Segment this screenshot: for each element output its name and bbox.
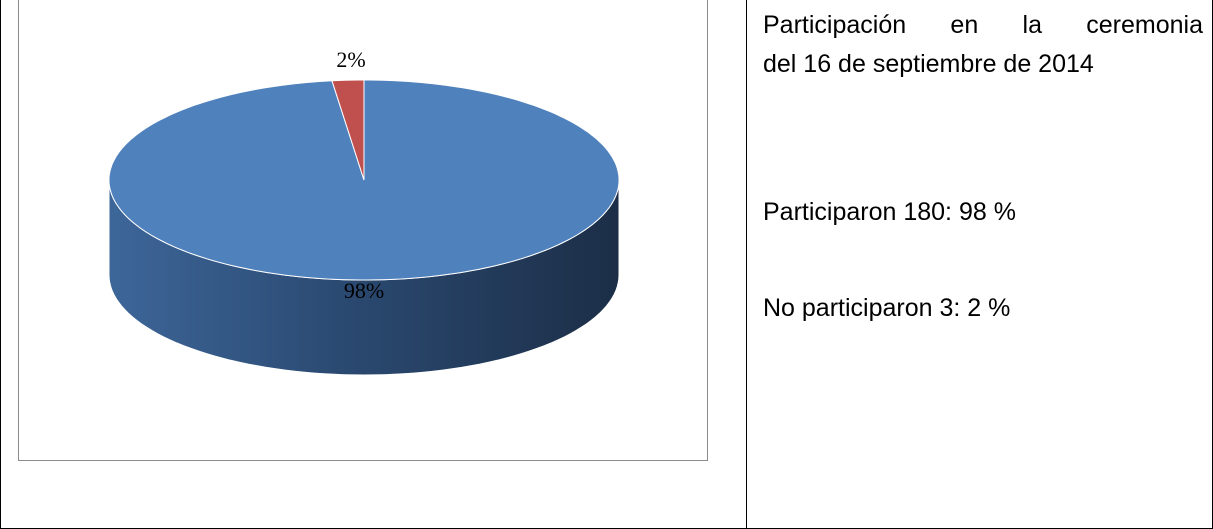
table-left-border xyxy=(0,0,1,529)
title-word: ceremonia xyxy=(1086,11,1203,39)
title-word: la xyxy=(1022,11,1042,39)
panel-title: Participación en la ceremonia del 16 de … xyxy=(763,6,1203,84)
stat-participated: Participaron 180: 98 % xyxy=(763,198,1016,226)
stat-not-participated: No participaron 3: 2 % xyxy=(763,294,1011,322)
title-word: en xyxy=(950,11,979,39)
panel-title-line-2: del 16 de septiembre de 2014 xyxy=(763,50,1094,78)
slice-label-98: 98% xyxy=(344,278,384,303)
pie-slice-2 xyxy=(331,79,365,181)
panel-title-line-1: Participación en la ceremonia xyxy=(763,6,1203,45)
pie-chart: 98% 2% xyxy=(108,47,620,376)
slice-label-2: 2% xyxy=(336,47,365,72)
title-word: Participación xyxy=(763,11,907,39)
table-divider xyxy=(746,0,747,529)
chart-frame: 98% 2% xyxy=(18,0,708,461)
